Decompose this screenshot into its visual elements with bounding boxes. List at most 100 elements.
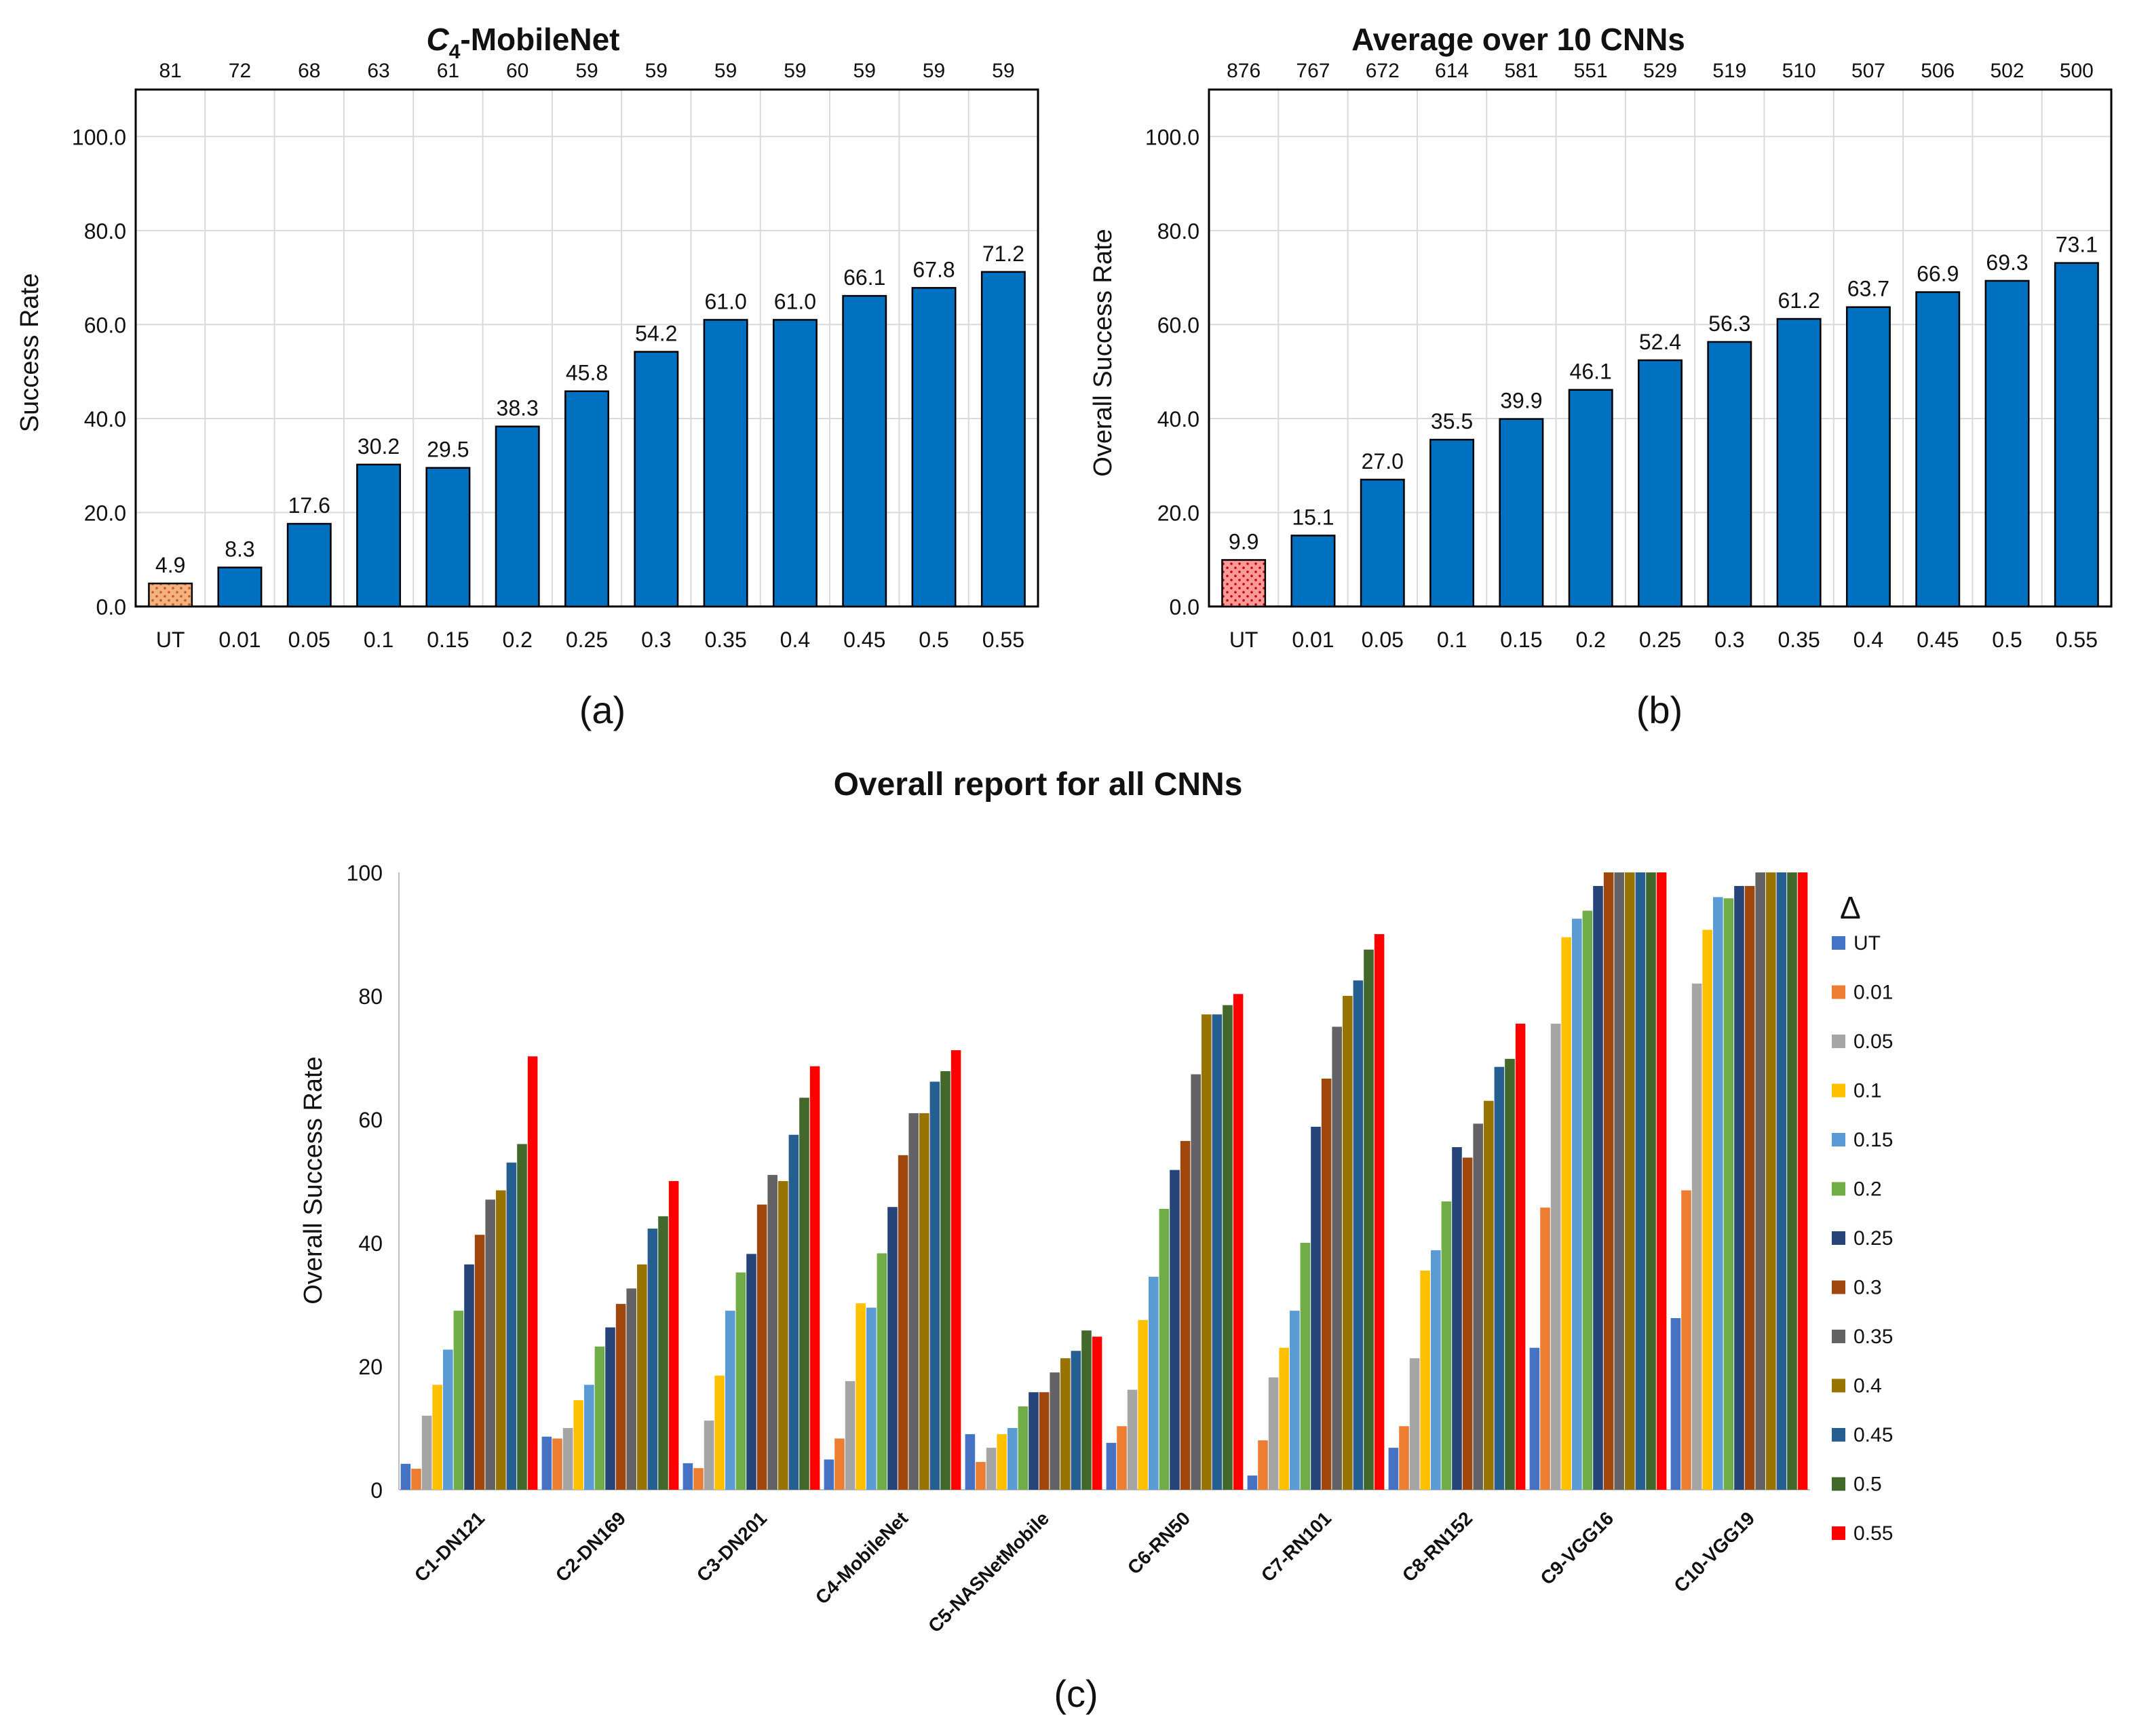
panel-c-bar	[976, 1462, 986, 1490]
panel-a-xtick-label: 0.05	[288, 628, 330, 652]
panel-b-top-count: 876	[1227, 60, 1261, 82]
panel-b-top-count: 672	[1366, 60, 1400, 82]
panel-c-bar	[1670, 1318, 1681, 1490]
panel-a-data-label: 38.3	[497, 396, 539, 421]
panel-b-label: (b)	[1636, 689, 1683, 731]
panel-b-top-count: 614	[1435, 60, 1469, 82]
panel-b-xtick-label: 0.35	[1778, 628, 1820, 652]
panel-b-top-count: 529	[1643, 60, 1677, 82]
panel-a-data-label: 45.8	[566, 361, 608, 385]
panel-a-bar	[217, 566, 263, 608]
panel-b-xtick-label: 0.15	[1500, 628, 1542, 652]
panel-b-top-count: 507	[1851, 60, 1885, 82]
panel-a-ytick-label: 40.0	[84, 407, 126, 431]
panel-b-data-label: 73.1	[2056, 233, 2098, 257]
panel-a-top-count: 59	[853, 60, 876, 82]
legend-swatch	[1832, 1083, 1845, 1098]
panel-c-bar	[788, 1134, 799, 1490]
panel-c-bar	[1766, 872, 1776, 1490]
panel-c-bar	[1311, 1126, 1321, 1490]
panel-c-bar	[1353, 980, 1364, 1490]
panel-c-bar	[940, 1071, 950, 1490]
panel-c-bar	[647, 1229, 658, 1490]
panel-b-bar	[2054, 262, 2099, 608]
panel-a-data-label: 54.2	[635, 322, 677, 346]
panel-c-xtick-label: C10-VGG19	[1670, 1507, 1759, 1596]
legend-swatch	[1832, 1477, 1845, 1491]
panel-b-data-label: 66.9	[1917, 262, 1959, 286]
panel-b-ytick-label: 80.0	[1157, 219, 1199, 244]
panel-c-bar	[1039, 1392, 1050, 1490]
panel-c-label: (c)	[1054, 1672, 1098, 1715]
panel-b-bar	[1360, 478, 1405, 608]
panel-c-bar	[767, 1174, 777, 1490]
panel-c-bar	[1734, 886, 1744, 1490]
panel-c-bar	[1258, 1440, 1268, 1490]
panel-a-bar	[564, 390, 609, 608]
panel-a-top-count: 81	[159, 60, 181, 82]
panel-a-top-count: 59	[645, 60, 668, 82]
panel-c-xtick-label: C5-NASNetMobile	[924, 1507, 1053, 1636]
panel-c-bar	[411, 1469, 421, 1490]
panel-b-bar	[1568, 389, 1613, 608]
legend-swatch	[1832, 985, 1845, 999]
panel-a-xtick-label: 0.1	[364, 628, 393, 652]
legend-swatch	[1832, 1035, 1845, 1048]
panel-c-ytick-label: 100	[347, 861, 383, 885]
legend-swatch	[1832, 1378, 1845, 1393]
panel-c-bar	[908, 1113, 919, 1490]
panel-c-bar	[1212, 1014, 1223, 1490]
panel-c-bar	[584, 1385, 594, 1490]
panel-c-bar	[1635, 872, 1646, 1490]
panel-c-bar	[1625, 872, 1635, 1490]
panel-c-bar	[464, 1264, 474, 1490]
panel-c-ytick-label: 60	[358, 1108, 383, 1132]
panel-c-bar	[1473, 1123, 1483, 1490]
panel-c-bar	[778, 1181, 788, 1490]
panel-a-bar	[286, 522, 332, 608]
panel-a-ytick-label: 20.0	[84, 501, 126, 525]
panel-b-data-label: 63.7	[1847, 277, 1889, 301]
panel-c-xtick-label: C9-VGG16	[1536, 1507, 1617, 1589]
panel-c-bar	[965, 1434, 976, 1490]
panel-c-bar	[1603, 872, 1614, 1490]
panel-c-bar	[1494, 1066, 1505, 1490]
panel-c-bar	[1071, 1351, 1081, 1490]
panel-c-bar	[1614, 872, 1624, 1490]
panel-a-top-count: 72	[229, 60, 251, 82]
panel-c-bar	[693, 1468, 704, 1490]
panel-c-bar	[735, 1272, 746, 1490]
panel-a-xtick-label: 0.35	[704, 628, 746, 652]
legend-swatch	[1832, 1526, 1845, 1540]
legend-label: 0.5	[1853, 1473, 1882, 1496]
panel-b-bar	[1915, 291, 1961, 608]
panel-b-xtick-label: 0.4	[1853, 628, 1883, 652]
panel-a-bar	[495, 425, 540, 608]
panel-a-xtick-label: 0.4	[780, 628, 810, 652]
panel-a-plot-area: 0.0 20.0 40.0 60.0 80.0 100.0 4.9 UT 81 8.3 0.01 72…	[72, 60, 1039, 652]
panel-c-bar	[1233, 994, 1244, 1490]
panel-b-ylabel: Overall Success Rate	[1089, 229, 1117, 476]
panel-c-bar	[1290, 1311, 1300, 1490]
panel-a-bar	[148, 582, 193, 608]
panel-a-xtick-label: 0.2	[502, 628, 532, 652]
panel-c-bar	[421, 1415, 432, 1490]
panel-b-bar	[1290, 535, 1336, 608]
panel-c-bar	[552, 1438, 562, 1490]
panel-c-bar	[453, 1311, 464, 1490]
panel-b-top-count: 510	[1782, 60, 1816, 82]
panel-a-label: (a)	[579, 689, 626, 731]
panel-a-bar	[634, 351, 679, 608]
panel-c-bar	[824, 1459, 834, 1490]
panel-c-bar	[1117, 1426, 1127, 1490]
panel-b-bar	[1776, 317, 1822, 608]
panel-c-title: Overall report for all CNNs	[834, 767, 1243, 803]
panel-a-bar	[703, 319, 748, 608]
panel-a-xtick-label: 0.5	[919, 628, 948, 652]
panel-a-bar	[356, 463, 402, 608]
panel-b-xtick-label: 0.3	[1714, 628, 1744, 652]
panel-c-bar	[1505, 1058, 1515, 1490]
panel-c-bar	[1106, 1442, 1117, 1490]
panel-c-bar	[1723, 898, 1734, 1490]
